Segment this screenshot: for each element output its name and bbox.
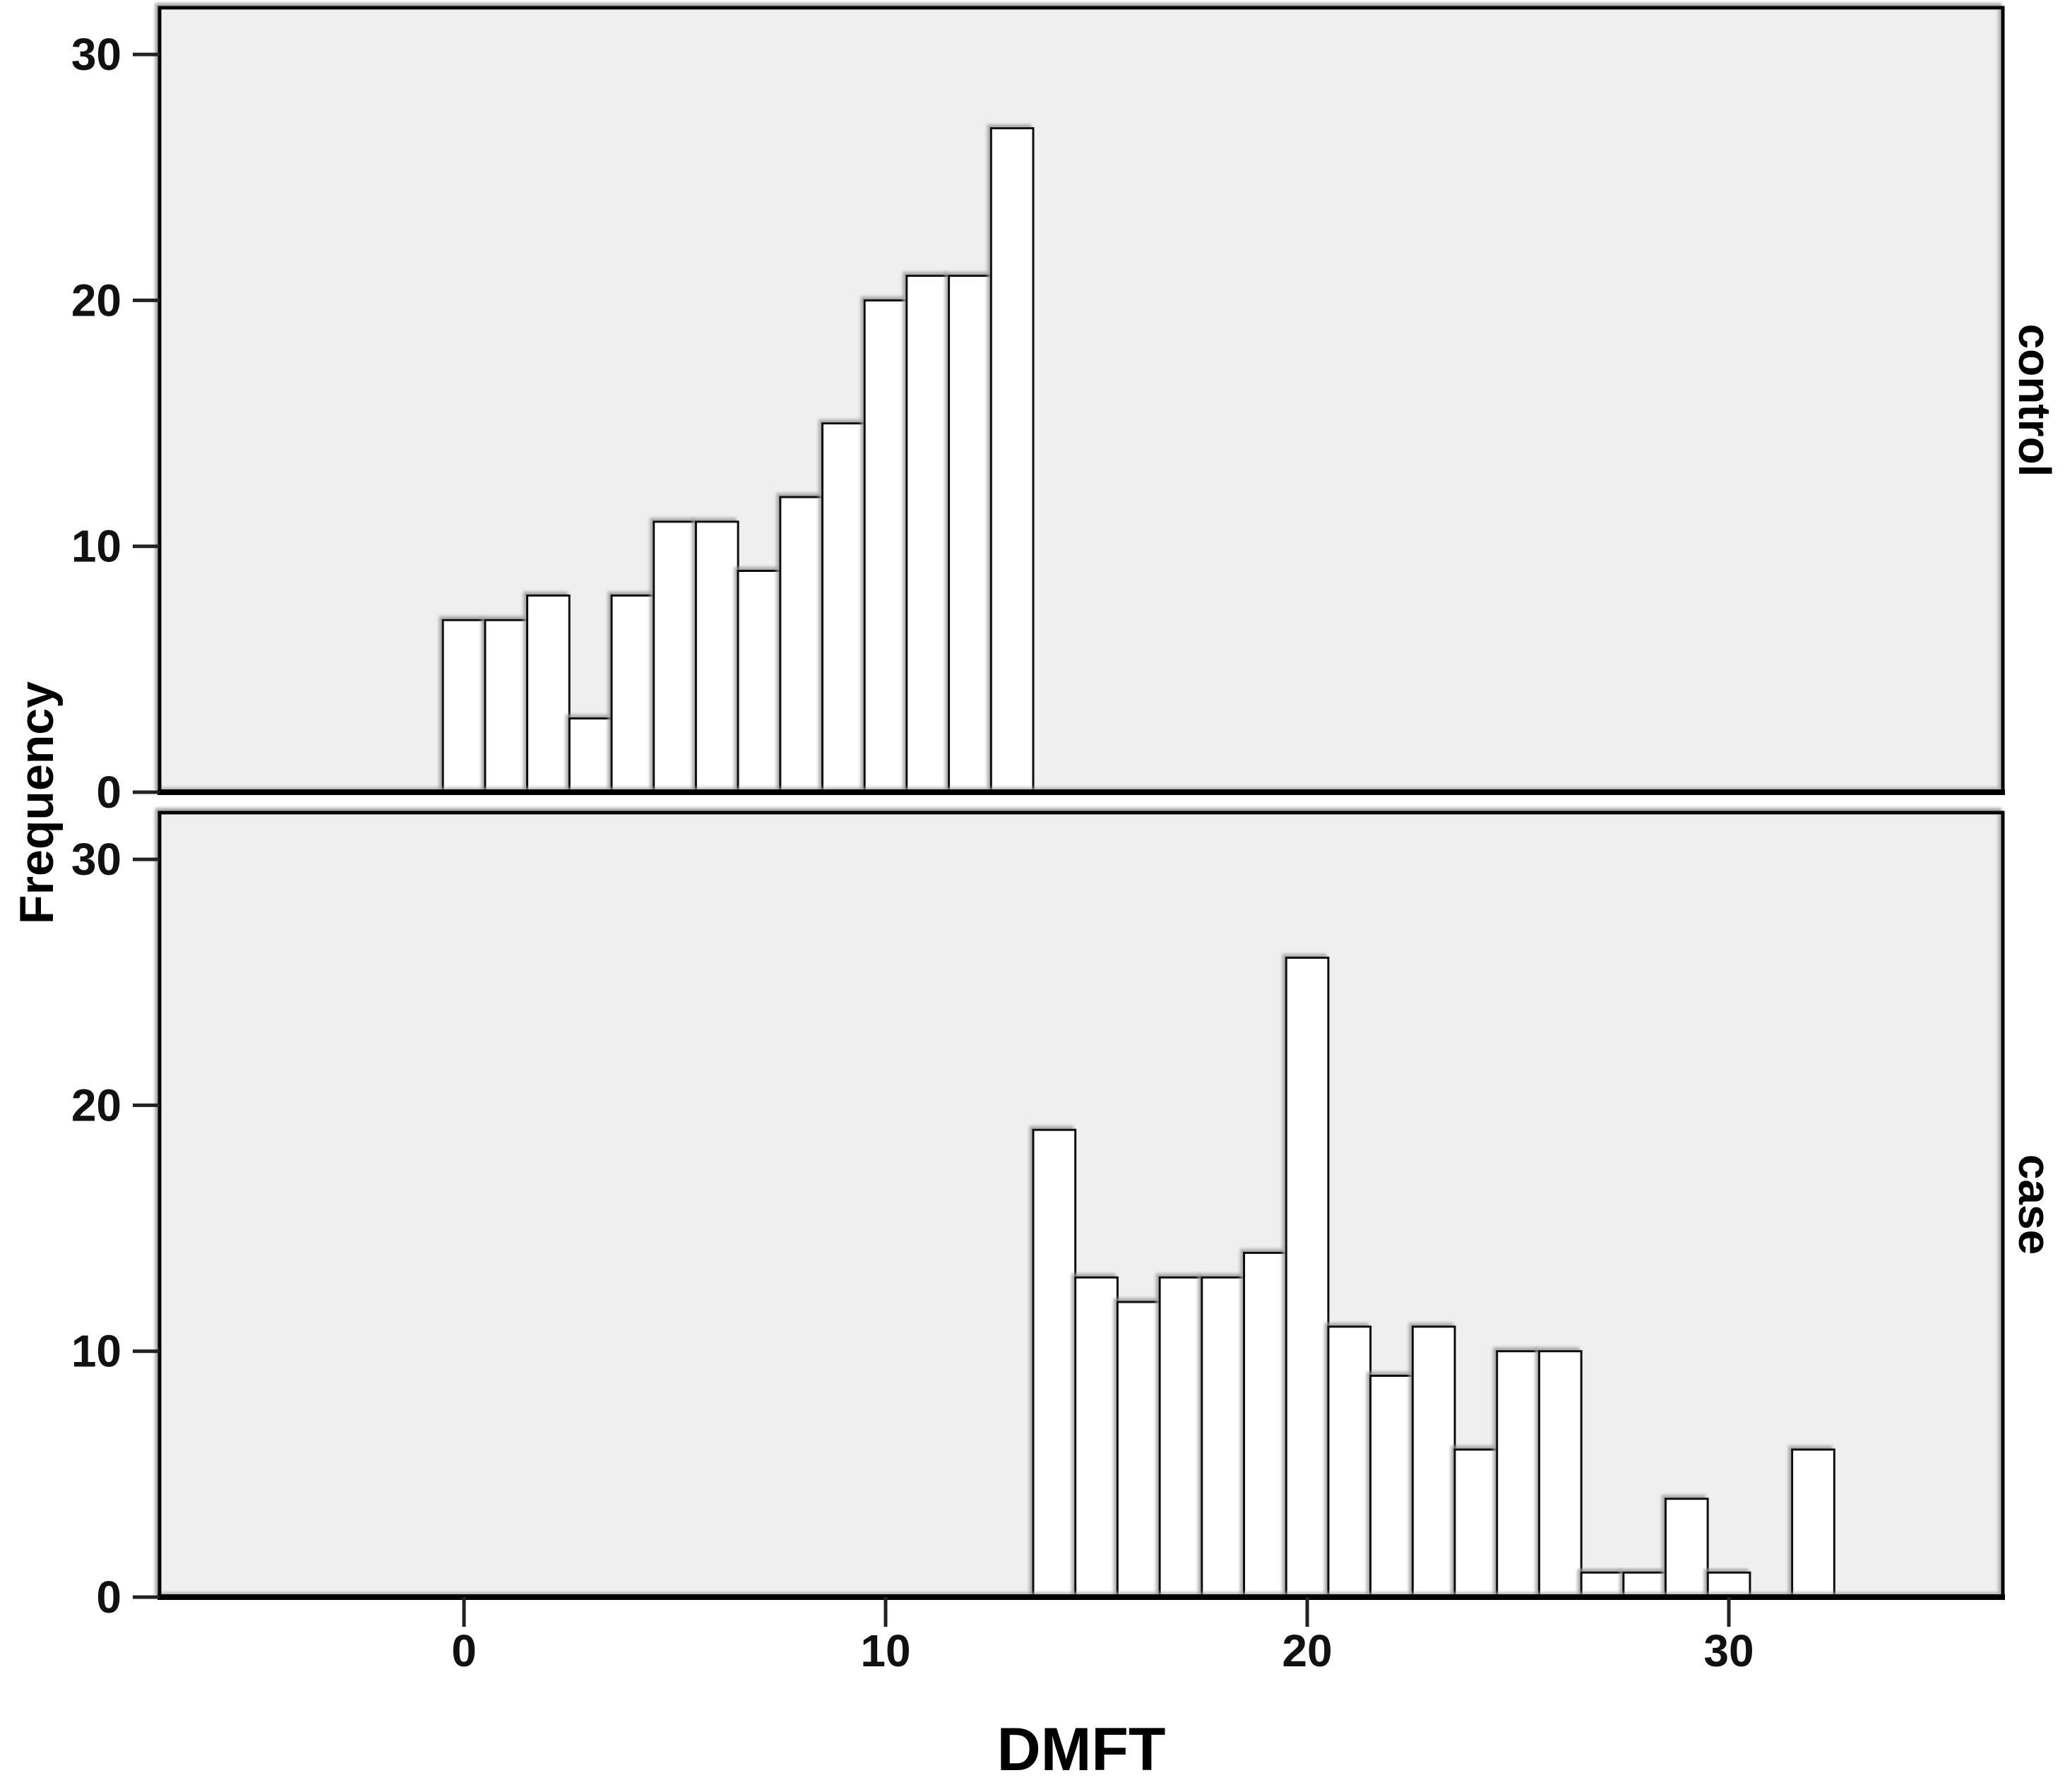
x-axis: 0 10 20 30 xyxy=(451,1597,1754,1676)
histogram-bar-case-dmft-14 xyxy=(1032,1128,1077,1599)
histogram-bar-control-dmft-3 xyxy=(568,717,613,794)
panel-label-control: control xyxy=(2009,324,2060,477)
histogram-bar-case-dmft-30 xyxy=(1706,1571,1751,1599)
panel-background-control xyxy=(160,7,2003,793)
histogram-bar-control-dmft-10 xyxy=(863,299,908,794)
panel-label-case: case xyxy=(2009,1154,2060,1255)
histogram-bar-case-dmft-28 xyxy=(1622,1571,1667,1599)
histogram-bar-case-dmft-24 xyxy=(1453,1448,1499,1599)
x-tick-label-30: 30 xyxy=(1703,1625,1754,1676)
histogram-bar-control-dmft-2 xyxy=(526,594,571,794)
y-axis-title: Frequency xyxy=(10,681,64,924)
histogram-bar-case-dmft-16 xyxy=(1116,1301,1161,1599)
bars-control xyxy=(441,127,1035,794)
y-tick-label-case-20: 20 xyxy=(71,1080,121,1130)
histogram-bar-control-dmft-9 xyxy=(821,422,866,794)
y-tick-label-control-20: 20 xyxy=(71,275,121,325)
histogram-bar-control-dmft-5 xyxy=(653,520,697,794)
x-axis-title: DMFT xyxy=(997,1716,1166,1784)
histogram-bar-case-dmft-32 xyxy=(1791,1448,1835,1599)
histogram-bar-control-dmft-11 xyxy=(905,275,951,794)
histogram-bar-case-dmft-22 xyxy=(1369,1375,1414,1599)
y-tick-label-control-10: 10 xyxy=(71,521,121,572)
histogram-bar-control-dmft-1 xyxy=(484,619,529,794)
histogram-bar-control-dmft-13 xyxy=(989,127,1035,794)
x-tick-label-0: 0 xyxy=(451,1625,477,1676)
histogram-bar-case-dmft-17 xyxy=(1158,1276,1203,1599)
histogram-bar-case-dmft-26 xyxy=(1537,1350,1583,1599)
histogram-bar-case-dmft-18 xyxy=(1201,1276,1246,1599)
histogram-bar-control-dmft-7 xyxy=(737,570,782,794)
histogram-bar-case-dmft-15 xyxy=(1074,1276,1119,1599)
histogram-bar-case-dmft-29 xyxy=(1664,1498,1709,1599)
y-tick-label-case-10: 10 xyxy=(71,1326,121,1377)
histogram-bar-control-dmft-0 xyxy=(441,619,487,794)
histogram-bar-control-dmft-8 xyxy=(779,496,824,794)
histogram-bar-control-dmft-12 xyxy=(948,275,992,794)
histogram-bar-case-dmft-25 xyxy=(1496,1350,1540,1599)
histogram-bar-case-dmft-20 xyxy=(1285,956,1330,1599)
panels-root: 0 10 20 30 0 10 20 30 0 10 20 30 xyxy=(71,6,2005,1676)
histogram-bar-control-dmft-6 xyxy=(694,520,739,794)
panel-control: 0 10 20 30 xyxy=(71,6,2005,818)
histogram-bar-case-dmft-27 xyxy=(1580,1571,1625,1599)
x-tick-label-20: 20 xyxy=(1282,1625,1332,1676)
panel-case: 0 10 20 30 xyxy=(71,811,2005,1623)
histogram-bar-case-dmft-19 xyxy=(1243,1251,1287,1599)
y-tick-label-case-30: 30 xyxy=(71,834,121,885)
y-tick-label-control-0: 0 xyxy=(96,767,121,818)
histogram-bar-case-dmft-23 xyxy=(1411,1325,1456,1599)
bars-case xyxy=(1032,956,1835,1599)
y-tick-label-control-30: 30 xyxy=(71,29,121,80)
y-tick-label-case-0: 0 xyxy=(96,1572,121,1623)
x-tick-label-10: 10 xyxy=(860,1625,910,1676)
histogram-bar-control-dmft-4 xyxy=(610,594,655,794)
histogram-bar-case-dmft-21 xyxy=(1327,1325,1372,1599)
